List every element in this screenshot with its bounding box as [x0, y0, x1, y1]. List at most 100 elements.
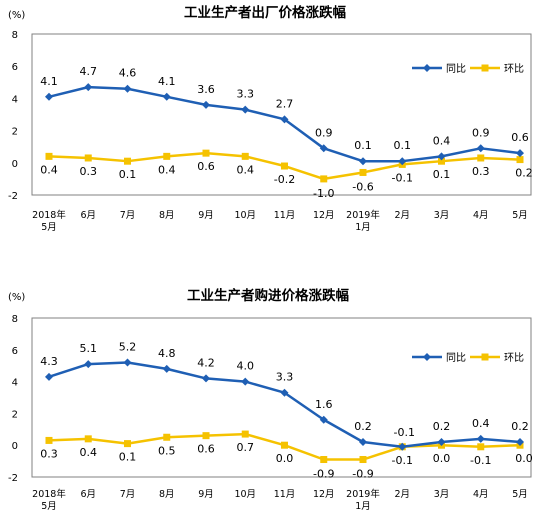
- legend-marker-mom: [481, 64, 489, 72]
- data-label-yoy: -0.1: [394, 426, 415, 439]
- data-label-mom: 0.6: [197, 160, 215, 173]
- data-label-yoy: 0.9: [472, 126, 490, 139]
- data-label-mom: 0.4: [237, 163, 255, 176]
- data-point-yoy: [123, 84, 132, 93]
- data-label-yoy: 3.3: [237, 88, 255, 101]
- data-point-mom: [241, 430, 249, 438]
- x-tick-label: 9月: [198, 210, 214, 221]
- data-label-yoy: 0.2: [433, 420, 451, 433]
- x-tick-label: 2018年: [32, 488, 66, 500]
- x-tick-label: 12月: [313, 489, 335, 500]
- legend-label-yoy: 同比: [446, 352, 466, 364]
- data-label-mom: 0.0: [433, 452, 451, 465]
- x-tick-label: 7月: [120, 210, 136, 221]
- data-point-mom: [477, 154, 485, 162]
- x-tick-label: 2018年: [32, 209, 66, 221]
- data-point-yoy: [516, 438, 524, 447]
- data-label-yoy: 1.6: [315, 398, 333, 411]
- data-point-yoy: [280, 115, 289, 124]
- data-label-yoy: 0.2: [354, 420, 372, 433]
- data-label-mom: 0.3: [40, 447, 58, 460]
- y-tick-label: 4: [12, 94, 18, 105]
- data-label-mom: 0.3: [472, 165, 490, 178]
- data-point-mom: [124, 440, 131, 448]
- x-tick-label: 1月: [355, 222, 371, 233]
- data-point-yoy: [84, 360, 93, 369]
- data-point-yoy: [516, 149, 524, 158]
- data-label-mom: -0.1: [392, 171, 413, 184]
- x-tick-label: 2019年: [346, 209, 380, 221]
- legend-label-mom: 环比: [504, 352, 524, 364]
- data-label-yoy: 3.3: [276, 371, 294, 384]
- data-point-yoy: [84, 83, 93, 92]
- data-point-mom: [320, 456, 328, 464]
- y-tick-label: 8: [12, 314, 18, 325]
- data-label-mom: 0.4: [80, 446, 98, 459]
- y-tick-label: -2: [8, 191, 18, 202]
- data-point-mom: [163, 433, 171, 441]
- data-label-yoy: 4.8: [158, 347, 176, 360]
- data-point-yoy: [162, 364, 171, 373]
- data-point-yoy: [319, 415, 328, 424]
- plot-frame: [31, 33, 532, 196]
- data-label-mom: 0.4: [158, 163, 176, 176]
- data-label-yoy: 0.1: [354, 139, 372, 152]
- data-point-yoy: [162, 92, 171, 101]
- data-label-yoy: 4.1: [158, 75, 176, 88]
- legend: 同比 环比: [412, 63, 524, 75]
- data-label-yoy: 3.6: [197, 83, 215, 96]
- data-label-yoy: 4.2: [197, 356, 215, 369]
- data-point-yoy: [241, 105, 250, 114]
- plot-frame: [31, 317, 532, 478]
- data-point-mom: [84, 154, 92, 162]
- y-tick-label: 6: [12, 62, 18, 73]
- data-label-yoy: 0.4: [472, 417, 490, 430]
- data-point-yoy: [241, 377, 250, 386]
- chart-title: 工业生产者出厂价格涨跌幅: [184, 4, 346, 21]
- data-point-mom: [281, 441, 288, 449]
- data-point-yoy: [280, 388, 289, 397]
- data-point-yoy: [437, 152, 446, 161]
- x-tick-label: 2月: [394, 210, 410, 221]
- data-point-yoy: [202, 374, 210, 383]
- data-label-mom: 0.5: [158, 444, 176, 457]
- data-point-mom: [124, 157, 131, 165]
- x-tick-label: 2019年: [346, 488, 380, 500]
- data-label-mom: 0.0: [515, 452, 533, 465]
- x-tick-label: 7月: [120, 489, 136, 500]
- x-tick-label: 1月: [355, 501, 371, 512]
- x-tick-label: 5月: [41, 222, 57, 233]
- legend-marker-yoy: [423, 353, 431, 361]
- x-tick-label: 3月: [434, 489, 450, 500]
- data-label-mom: 0.0: [276, 452, 294, 465]
- data-label-mom: -0.9: [352, 468, 373, 481]
- x-tick-label: 8月: [159, 210, 175, 221]
- data-point-yoy: [398, 442, 407, 451]
- data-point-mom: [359, 456, 367, 464]
- data-point-mom: [477, 443, 485, 451]
- data-label-yoy: 0.6: [511, 131, 529, 144]
- x-tick-label: 10月: [234, 489, 256, 500]
- data-label-yoy: 4.1: [40, 75, 58, 88]
- data-label-yoy: 5.1: [80, 342, 98, 355]
- data-point-mom: [45, 436, 53, 444]
- data-label-mom: 0.1: [119, 451, 137, 464]
- data-label-mom: -0.2: [274, 173, 295, 186]
- x-tick-label: 2月: [394, 489, 410, 500]
- data-point-mom: [163, 152, 171, 160]
- data-label-yoy: 0.9: [315, 126, 333, 139]
- y-tick-label: 6: [12, 346, 18, 357]
- x-tick-label: 9月: [198, 489, 214, 500]
- data-label-mom: -0.6: [352, 180, 373, 193]
- data-point-yoy: [45, 372, 53, 381]
- x-tick-label: 11月: [274, 210, 296, 221]
- data-label-mom: 0.1: [119, 168, 137, 181]
- data-label-yoy: 4.6: [119, 67, 137, 80]
- y-tick-label: 2: [12, 127, 18, 138]
- legend: 同比 环比: [412, 352, 524, 364]
- data-label-yoy: 0.2: [511, 420, 529, 433]
- x-tick-label: 11月: [274, 489, 296, 500]
- data-point-mom: [241, 152, 249, 160]
- unit-label: (%): [8, 10, 25, 21]
